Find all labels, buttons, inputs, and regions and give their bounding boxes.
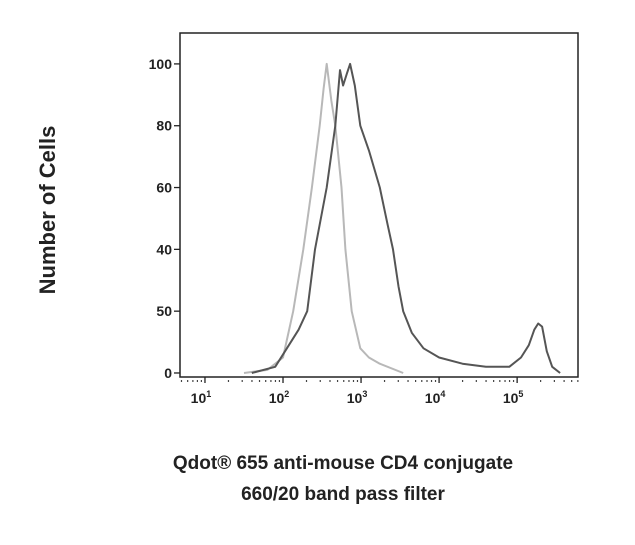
x-tick-label: 101 (191, 389, 212, 406)
y-tick-label: 50 (156, 303, 172, 319)
x-tick-label: 105 (503, 389, 524, 406)
x-tick-label: 104 (425, 389, 446, 406)
y-axis-label: Number of Cells (35, 125, 60, 295)
y-tick-label: 40 (156, 241, 172, 257)
y-tick-label: 60 (156, 180, 172, 196)
x-tick-label: 103 (347, 389, 368, 406)
x-axis-label-line-1: Qdot® 655 anti-mouse CD4 conjugate (172, 453, 514, 474)
x-tick-label: 102 (269, 389, 290, 406)
series-line-stained (251, 62, 561, 374)
y-tick-label: 100 (149, 56, 173, 72)
x-axis-label-line-2: 660/20 band pass filter (241, 484, 445, 505)
series-line-control (243, 62, 404, 374)
y-tick-label: 80 (156, 118, 172, 134)
y-tick-label: 0 (164, 365, 172, 381)
plot-frame (179, 32, 579, 378)
